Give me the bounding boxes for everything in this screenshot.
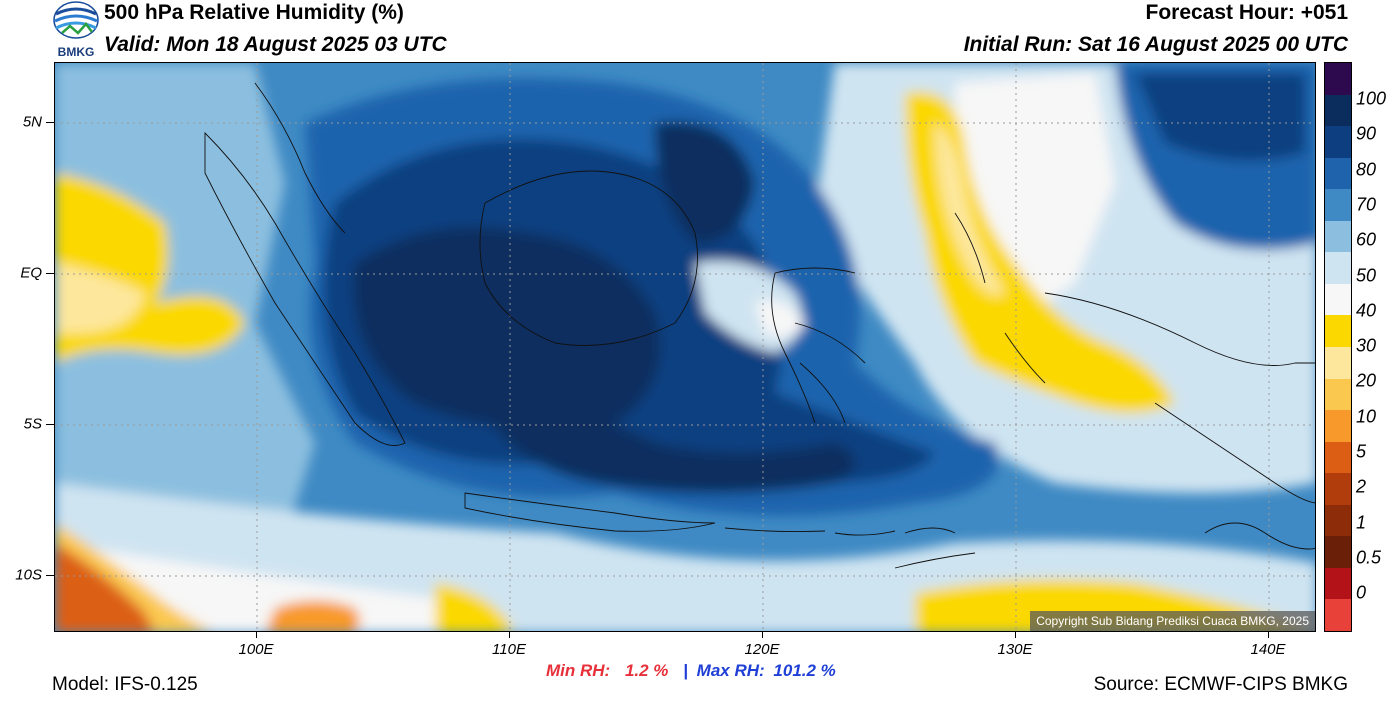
colorbar-segment [1325,567,1351,600]
lon-label-100e: 100E [238,641,274,658]
map-gridlines [55,63,1315,631]
lat-tick [46,273,54,274]
colorbar-segment [1325,283,1351,316]
humidity-field [55,63,1315,631]
colorbar-segment [1325,220,1351,253]
source-info: Source: ECMWF-CIPS BMKG [1093,674,1348,695]
lon-tick [256,632,257,638]
lat-label-5s: 5S [23,415,42,433]
colorbar-label: 5 [1356,441,1367,462]
colorbar-label: 0.5 [1356,547,1382,568]
colorbar-label: 40 [1356,300,1377,321]
colorbar-segment [1325,315,1351,348]
colorbar-label: 90 [1356,123,1377,144]
colorbar-label: 20 [1356,370,1377,391]
lon-tick [762,632,763,638]
lon-label-110e: 110E [492,641,526,658]
colorbar-segment [1325,189,1351,222]
lon-tick [1015,632,1016,638]
svg-text:BMKG: BMKG [58,45,95,59]
forecast-hour: Forecast Hour: +051 [1145,1,1349,24]
coastlines [204,82,1315,569]
colorbar-label: 60 [1356,229,1377,250]
colorbar-label: 2 [1356,476,1367,497]
lat-label-5n: 5N [22,113,42,131]
colorbar-segment [1325,441,1351,474]
colorbar [1324,62,1352,632]
colorbar-label: 80 [1356,159,1377,180]
lon-label-120e: 120E [744,641,780,658]
max-rh-label: Max RH: [696,661,765,680]
initial-run: Initial Run: Sat 16 August 2025 00 UTC [963,33,1348,56]
colorbar-label: 0 [1356,582,1367,603]
bmkg-logo: BMKG [52,0,100,60]
lon-tick [1268,632,1269,638]
colorbar-label: 10 [1356,406,1377,427]
lon-label-130e: 130E [997,641,1033,658]
valid-time: Valid: Mon 18 August 2025 03 UTC [104,33,447,56]
colorbar-segment [1325,504,1351,537]
stats-separator: | [683,661,688,680]
humidity-map: Copyright Sub Bidang Prediksi Cuaca BMKG… [54,62,1316,632]
colorbar-segment [1325,157,1351,190]
lon-tick [509,632,510,638]
colorbar-segment [1325,63,1351,96]
colorbar-segment [1325,252,1351,285]
lat-tick [46,575,54,576]
min-rh-value: 1.2 % [624,661,669,680]
colorbar-segment [1325,536,1351,569]
copyright-notice: Copyright Sub Bidang Prediksi Cuaca BMKG… [1030,611,1315,631]
chart-title: 500 hPa Relative Humidity (%) [104,1,404,24]
colorbar-segment [1325,347,1351,380]
colorbar-segment [1325,378,1351,411]
lat-label-10s: 10S [15,566,42,584]
colorbar-label: 70 [1356,194,1377,215]
model-info: Model: IFS-0.125 [52,674,198,695]
colorbar-segment [1325,599,1351,632]
lon-label-140e: 140E [1250,641,1286,658]
colorbar-label: 100 [1356,88,1387,109]
lat-label-eq: EQ [20,264,42,282]
colorbar-segment [1325,94,1351,127]
colorbar-label: 1 [1356,512,1367,533]
rh-stats: Min RH: 1.2 % | Max RH: 101.2 % [546,661,836,681]
colorbar-segment [1325,473,1351,506]
min-rh-label: Min RH: [546,661,611,680]
lat-tick [46,122,54,123]
colorbar-label: 50 [1356,265,1377,285]
colorbar-label: 30 [1356,335,1377,356]
max-rh-value: 101.2 % [773,661,836,680]
colorbar-segment [1325,126,1351,159]
colorbar-segment [1325,410,1351,443]
lat-tick [46,424,54,425]
